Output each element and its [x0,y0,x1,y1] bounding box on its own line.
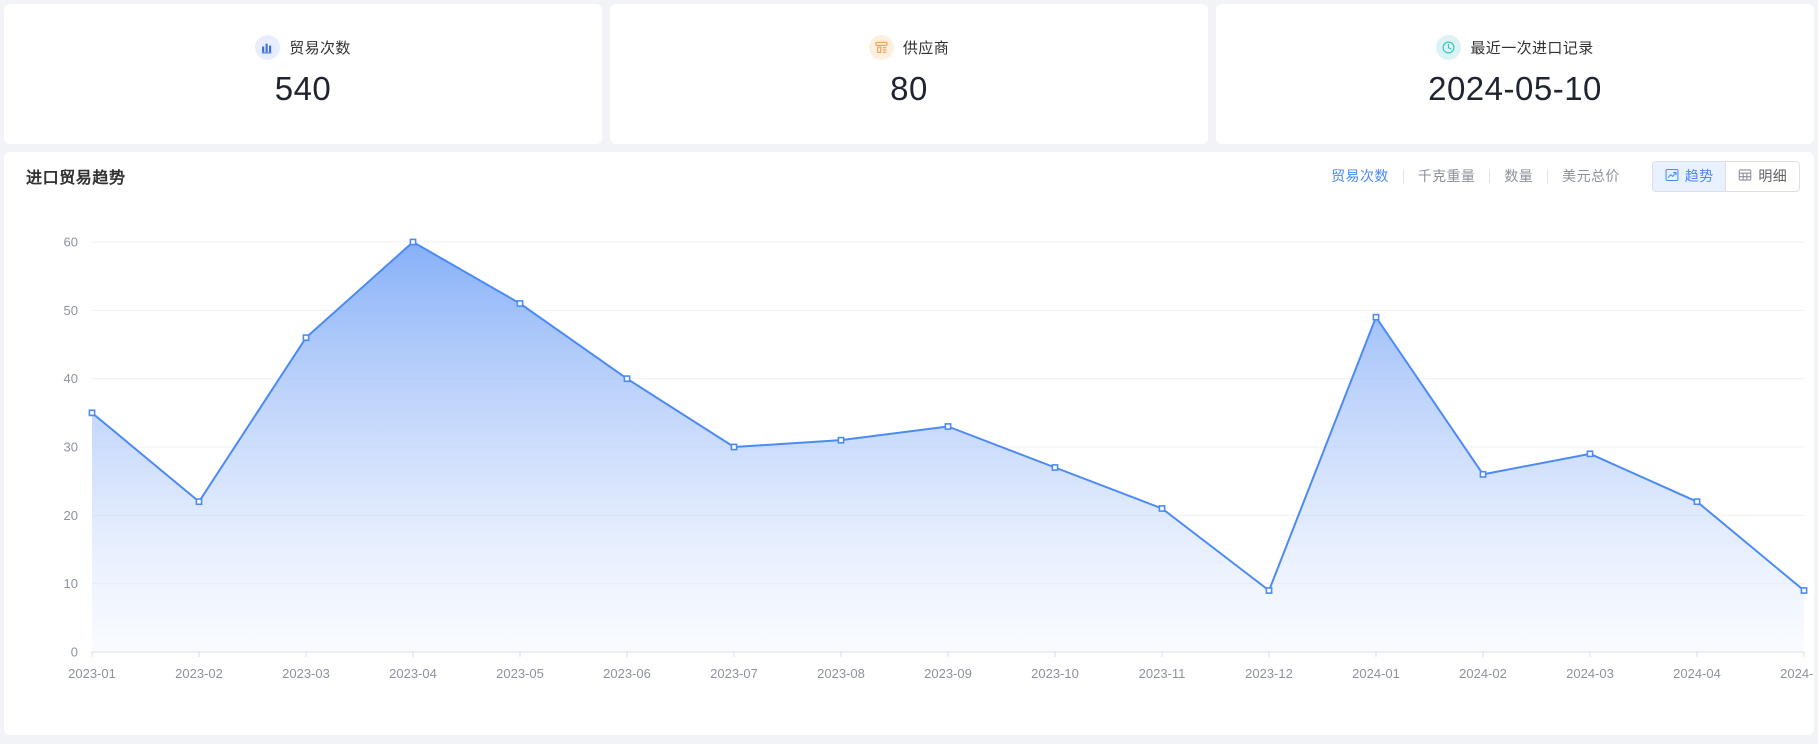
clock-icon [1436,34,1462,60]
svg-text:2023-10: 2023-10 [1031,666,1079,681]
svg-text:60: 60 [64,235,78,250]
panel-toolbar: 贸易次数 千克重量 数量 美元总价 趋势 [1317,160,1800,192]
tab-kg-weight[interactable]: 千克重量 [1417,168,1476,184]
metric-tab-group: 贸易次数 千克重量 数量 美元总价 [1317,166,1634,186]
chart-point[interactable] [944,423,952,430]
view-button-detail[interactable]: 明细 [1725,161,1799,191]
svg-text:2024-03: 2024-03 [1566,666,1614,681]
svg-text:50: 50 [64,303,78,318]
chart-point[interactable] [1265,587,1273,594]
chart-point[interactable] [302,334,310,342]
svg-text:2024-04: 2024-04 [1673,666,1721,681]
svg-text:2023-04: 2023-04 [389,666,437,681]
chart-point[interactable] [516,300,524,307]
svg-text:2023-11: 2023-11 [1139,666,1186,681]
chart-point[interactable] [837,436,845,444]
chart-point[interactable] [1051,464,1059,471]
kpi-value: 540 [274,70,332,107]
svg-text:30: 30 [64,440,78,455]
svg-text:2023-01: 2023-01 [68,666,116,681]
chart-point[interactable] [88,409,96,417]
chart-y-axis-labels: 0 10 20 30 40 50 60 [64,235,78,660]
svg-text:2024-02: 2024-02 [1459,666,1507,681]
tab-quantity[interactable]: 数量 [1504,168,1534,184]
svg-text:2023-09: 2023-09 [924,666,972,681]
svg-text:20: 20 [64,508,78,523]
trend-chart[interactable]: 0 10 20 30 40 50 60 2023-01 2023-02 2023-03 2023-… [4,200,1814,735]
chart-area-fill [92,242,1804,652]
chart-x-axis-labels: 2023-01 2023-02 2023-03 2023-04 2023-05 2023-… [68,666,1814,681]
kpi-label: 贸易次数 [289,39,351,57]
svg-text:2023-12: 2023-12 [1245,666,1293,681]
svg-text:2024-05: 2024-05 [1780,666,1814,681]
svg-text:2023-08: 2023-08 [817,666,865,681]
tab-separator [1547,169,1549,183]
panel-header: 进口贸易趋势 贸易次数 千克重量 数量 美元总价 [4,152,1814,200]
kpi-header: 供应商 [868,34,950,60]
kpi-card-supplier: 供应商 80 [610,4,1208,144]
svg-text:40: 40 [64,371,78,386]
trend-line-icon [1665,168,1679,185]
kpi-card-row: 贸易次数 540 供应商 80 [0,0,1818,144]
svg-text:2023-06: 2023-06 [603,666,651,681]
chart-point[interactable] [730,443,738,451]
supplier-icon [868,34,894,60]
view-button-trend[interactable]: 趋势 [1652,161,1726,191]
chart-point[interactable] [1800,587,1808,594]
kpi-label: 最近一次进口记录 [1470,39,1594,57]
kpi-card-trade-count: 贸易次数 540 [4,4,602,144]
view-toggle-group: 趋势 明细 [1651,160,1800,192]
chart-point[interactable] [1158,505,1166,512]
tab-usd-total[interactable]: 美元总价 [1562,168,1620,184]
chart-data-points [88,238,1808,594]
kpi-header: 贸易次数 [255,34,351,60]
page-title: 进口贸易趋势 [26,170,126,187]
svg-text:0: 0 [71,645,78,660]
chart-point[interactable] [195,498,203,506]
view-button-label: 趋势 [1684,168,1714,184]
svg-text:2023-02: 2023-02 [175,666,223,681]
chart-point[interactable] [409,238,417,246]
bar-chart-icon [255,34,281,60]
chart-point[interactable] [1479,470,1487,478]
view-button-label: 明细 [1758,168,1787,184]
svg-text:2024-01: 2024-01 [1352,666,1400,681]
kpi-value: 2024-05-10 [1428,70,1602,107]
chart-point[interactable] [1586,450,1594,458]
svg-text:2023-07: 2023-07 [710,666,758,681]
kpi-card-last-import-record: 最近一次进口记录 2024-05-10 [1216,4,1814,144]
kpi-label: 供应商 [902,39,950,57]
tab-trade-count[interactable]: 贸易次数 [1331,168,1389,184]
kpi-header: 最近一次进口记录 [1436,34,1593,60]
chart-point[interactable] [1372,313,1380,321]
kpi-value: 80 [890,70,928,107]
chart-point[interactable] [1693,498,1701,506]
tab-separator [1489,169,1491,183]
trend-chart-panel: 进口贸易趋势 贸易次数 千克重量 数量 美元总价 [4,152,1814,735]
svg-text:2023-05: 2023-05 [496,666,544,681]
chart-point[interactable] [623,375,631,383]
svg-text:2023-03: 2023-03 [282,666,330,681]
tab-separator [1402,169,1404,183]
table-grid-icon [1738,168,1752,185]
svg-text:10: 10 [64,576,78,591]
